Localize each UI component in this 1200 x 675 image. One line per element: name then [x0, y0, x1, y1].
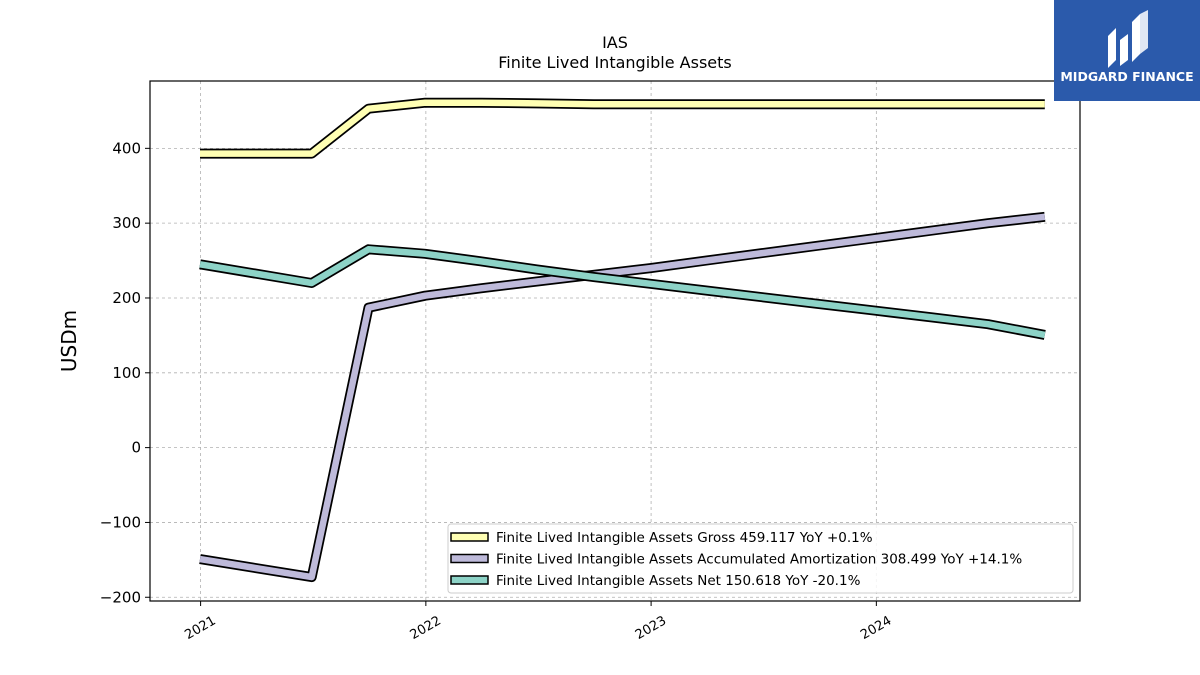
- series-line-outline: [199, 244, 1046, 340]
- x-tick-label: 2022: [408, 613, 444, 643]
- data-point: [762, 104, 763, 105]
- data-point: [311, 577, 312, 578]
- data-point: [987, 324, 988, 325]
- data-point: [650, 283, 651, 284]
- x-tick-label: 2021: [182, 613, 218, 643]
- y-tick-label: 0: [131, 439, 141, 457]
- legend-swatch: [450, 553, 489, 564]
- data-point: [762, 297, 763, 298]
- legend-label: Finite Lived Intangible Assets Gross 459…: [496, 530, 873, 546]
- data-point: [705, 104, 706, 105]
- y-tick-label: −200: [100, 588, 141, 606]
- logo-mark-icon: [1108, 10, 1148, 68]
- data-point: [1044, 216, 1045, 217]
- x-tick-label: 2023: [633, 613, 669, 643]
- legend: Finite Lived Intangible Assets Gross 459…: [447, 523, 1074, 594]
- legend-swatch: [450, 532, 489, 542]
- data-point: [705, 290, 706, 291]
- data-point: [705, 260, 706, 261]
- series-line-fill: [199, 213, 1046, 581]
- series-line-fill: [200, 99, 1045, 157]
- x-tick-label: 2024: [858, 613, 894, 643]
- data-point: [199, 559, 200, 560]
- data-point: [1044, 104, 1045, 105]
- data-point: [593, 276, 594, 277]
- data-point: [593, 104, 594, 105]
- y-tick-label: 300: [112, 214, 141, 232]
- data-point: [425, 253, 426, 254]
- series-line-fill: [199, 246, 1046, 339]
- data-point: [425, 295, 426, 296]
- data-point: [818, 104, 819, 105]
- data-point: [987, 104, 988, 105]
- legend-item: Finite Lived Intangible Assets Accumulat…: [450, 552, 1022, 568]
- data-point: [311, 153, 312, 154]
- data-point: [368, 249, 369, 250]
- legend-item: Finite Lived Intangible Assets Gross 459…: [450, 530, 873, 546]
- y-tick-label: −100: [100, 513, 141, 531]
- brand-logo: MIDGARD FINANCE: [1054, 0, 1200, 101]
- data-point: [818, 245, 819, 246]
- data-point: [650, 104, 651, 105]
- legend-label: Finite Lived Intangible Assets Net 150.6…: [496, 573, 861, 589]
- data-point: [199, 153, 200, 154]
- data-point: [931, 230, 932, 231]
- data-point: [818, 303, 819, 304]
- data-point: [425, 102, 426, 103]
- data-point: [368, 307, 369, 308]
- series-group: [199, 97, 1046, 583]
- data-point: [311, 282, 312, 283]
- data-point: [480, 102, 481, 103]
- data-point: [875, 238, 876, 239]
- data-point: [199, 264, 200, 265]
- legend-box: [447, 523, 1074, 594]
- grid: [150, 81, 1080, 601]
- series-line: [199, 211, 1046, 583]
- logo-text: MIDGARD FINANCE: [1060, 69, 1193, 84]
- data-point: [536, 281, 537, 282]
- y-tick-label: 200: [112, 289, 141, 307]
- y-tick-label: 100: [112, 364, 141, 382]
- plot-frame: [149, 80, 1081, 602]
- data-point: [875, 310, 876, 311]
- data-point: [480, 261, 481, 262]
- chart-subtitle: Finite Lived Intangible Assets: [498, 53, 731, 72]
- data-point: [931, 317, 932, 318]
- data-point: [650, 268, 651, 269]
- legend-item: Finite Lived Intangible Assets Net 150.6…: [450, 573, 861, 589]
- series-line: [199, 244, 1046, 340]
- data-point: [1044, 334, 1045, 335]
- chart-title: IAS: [602, 33, 628, 52]
- data-point: [931, 104, 932, 105]
- data-point: [987, 223, 988, 224]
- series-line: [199, 97, 1045, 159]
- legend-swatch: [450, 575, 489, 585]
- data-point: [762, 253, 763, 254]
- y-tick-label: 400: [112, 139, 141, 157]
- data-point: [536, 103, 537, 104]
- y-axis-label: USDm: [57, 310, 81, 372]
- data-point: [875, 104, 876, 105]
- data-point: [480, 288, 481, 289]
- data-point: [536, 269, 537, 270]
- series-line-outline: [200, 97, 1045, 159]
- data-point: [368, 108, 369, 109]
- legend-label: Finite Lived Intangible Assets Accumulat…: [496, 552, 1022, 568]
